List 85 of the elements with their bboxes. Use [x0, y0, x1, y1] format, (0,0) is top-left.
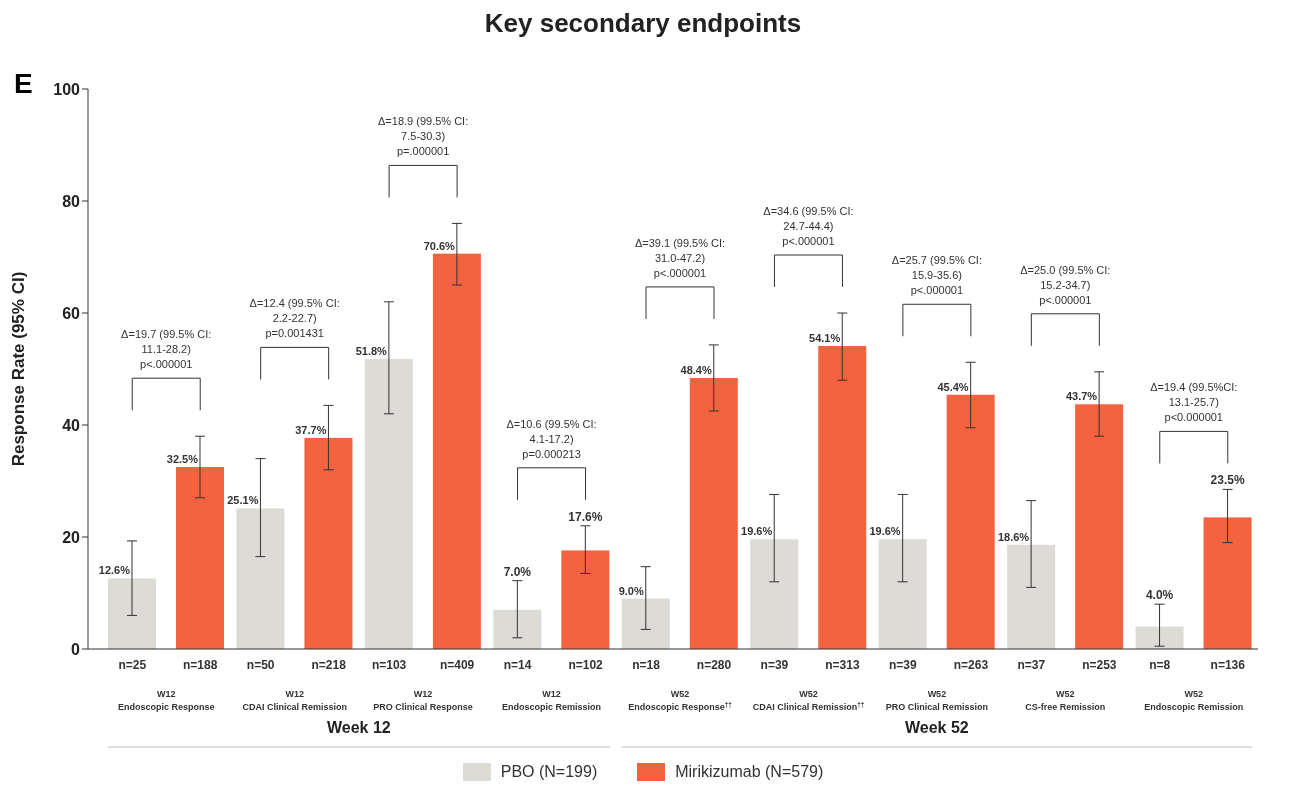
annotation: Δ=18.9 (99.5% CI: 7.5-30.3) p=.000001: [378, 115, 469, 158]
y-tick-label: 100: [53, 80, 81, 98]
bar: [236, 508, 285, 649]
x-tick-label: W52 CS-free Remission: [1025, 689, 1106, 712]
data-label: 4.0%: [1145, 588, 1174, 603]
text: Week 52: [905, 719, 969, 736]
text: Week 12: [327, 719, 391, 736]
data-label: 12.6%: [98, 564, 131, 577]
y-tick-label: 20: [62, 528, 81, 546]
text: n=8: [1149, 658, 1171, 672]
x-tick-label: W52 CDAI Clinical Remission$^{††}$: [752, 689, 865, 712]
x-tick-label: W12 Endoscopic Response: [117, 689, 215, 712]
bar: [304, 437, 353, 649]
x-tick-label: W52 Endoscopic Response$^{††}$: [628, 689, 733, 712]
annotation: Δ=12.4 (99.5% CI: 2.2-22.7) p=0.001431: [249, 297, 340, 340]
text: E: [14, 68, 33, 100]
bar: [561, 550, 610, 649]
text: n=102: [568, 658, 604, 672]
annotation: Δ=34.6 (99.5% CI: 24.7-44.4) p<.000001: [763, 205, 854, 247]
annotation: Δ=39.1 (99.5% CI: 31.0-47.2) p<.000001: [634, 236, 726, 279]
bar: [1203, 517, 1252, 649]
annotation: Δ=19.4 (99.5%CI: 13.1-25.7) p<0.000001: [1150, 381, 1238, 424]
data-label: 45.4%: [937, 380, 969, 393]
text: n=39: [889, 658, 918, 672]
bar: [689, 377, 738, 649]
bar: [750, 539, 799, 649]
data-label: 43.7%: [1065, 390, 1098, 403]
text: n=313: [825, 658, 860, 672]
chart-title: Key secondary endpoints: [483, 8, 803, 39]
data-label: 25.1%: [227, 494, 259, 507]
bar: [621, 598, 670, 649]
text: n=25: [118, 658, 147, 672]
data-label: 48.4%: [680, 363, 712, 376]
y-axis-title: Response Rate (95% CI): [9, 271, 29, 467]
data-label: 23.5%: [1210, 473, 1245, 488]
text: n=253: [1082, 658, 1117, 672]
text: n=37: [1017, 658, 1046, 672]
data-label: 7.0%: [503, 564, 532, 579]
data-label: 19.6%: [869, 525, 901, 538]
data-label: 18.6%: [997, 530, 1030, 543]
bar: [364, 358, 413, 649]
bar: [108, 578, 156, 649]
data-label: 51.8%: [355, 344, 388, 357]
annotation: Δ=25.0 (99.5% CI: 15.2-34.7) p<.000001: [1020, 263, 1111, 306]
bar: [946, 394, 995, 649]
annotation: Δ=19.7 (99.5% CI: 11.1-28.2) p<.000001: [121, 328, 212, 371]
bar: [818, 346, 867, 649]
text: n=280: [696, 658, 732, 672]
bar: [432, 253, 481, 649]
y-tick-label: 0: [71, 640, 81, 658]
x-tick-label: W52 PRO Clinical Remission: [885, 689, 988, 712]
annotation: Δ=10.6 (99.5% CI: 4.1-17.2) p=0.000213: [506, 417, 597, 460]
bar: [176, 467, 224, 649]
data-label: 32.5%: [166, 453, 199, 465]
text: n=263: [953, 658, 989, 672]
data-label: 9.0%: [618, 584, 644, 597]
text: n=50: [246, 658, 275, 672]
bar: [493, 609, 542, 649]
data-label: 17.6%: [568, 509, 603, 524]
x-tick-label: W52 Endoscopic Remission: [1144, 689, 1244, 712]
text: n=103: [371, 658, 407, 672]
x-tick-label: W12 Endoscopic Remission: [502, 689, 602, 712]
data-label: 54.1%: [809, 332, 841, 345]
text: n=188: [183, 658, 218, 672]
text: n=39: [760, 658, 789, 672]
text: n=14: [503, 658, 532, 672]
bar: [878, 539, 927, 649]
text: n=18: [632, 658, 661, 672]
legend-label: PBO (N=199): [499, 763, 598, 781]
text: n=409: [439, 658, 475, 672]
x-tick-label: W12 CDAI Clinical Remission: [242, 689, 347, 712]
text: n=136: [1210, 658, 1246, 672]
bar: [1075, 404, 1124, 649]
y-tick-label: 80: [62, 192, 81, 210]
data-label: 19.6%: [741, 525, 773, 538]
data-label: 70.6%: [423, 239, 456, 252]
bar: [1135, 626, 1184, 649]
text: n=218: [311, 658, 347, 672]
bar: [1007, 544, 1056, 649]
x-tick-label: W12 PRO Clinical Response: [373, 689, 473, 712]
y-tick-label: 60: [62, 304, 81, 322]
annotation: Δ=25.7 (99.5% CI: 15.9-35.6) p<.000001: [891, 254, 982, 297]
data-label: 37.7%: [295, 423, 327, 436]
legend-label: Mirikizumab (N=579): [674, 763, 824, 781]
y-tick-label: 40: [62, 416, 81, 434]
